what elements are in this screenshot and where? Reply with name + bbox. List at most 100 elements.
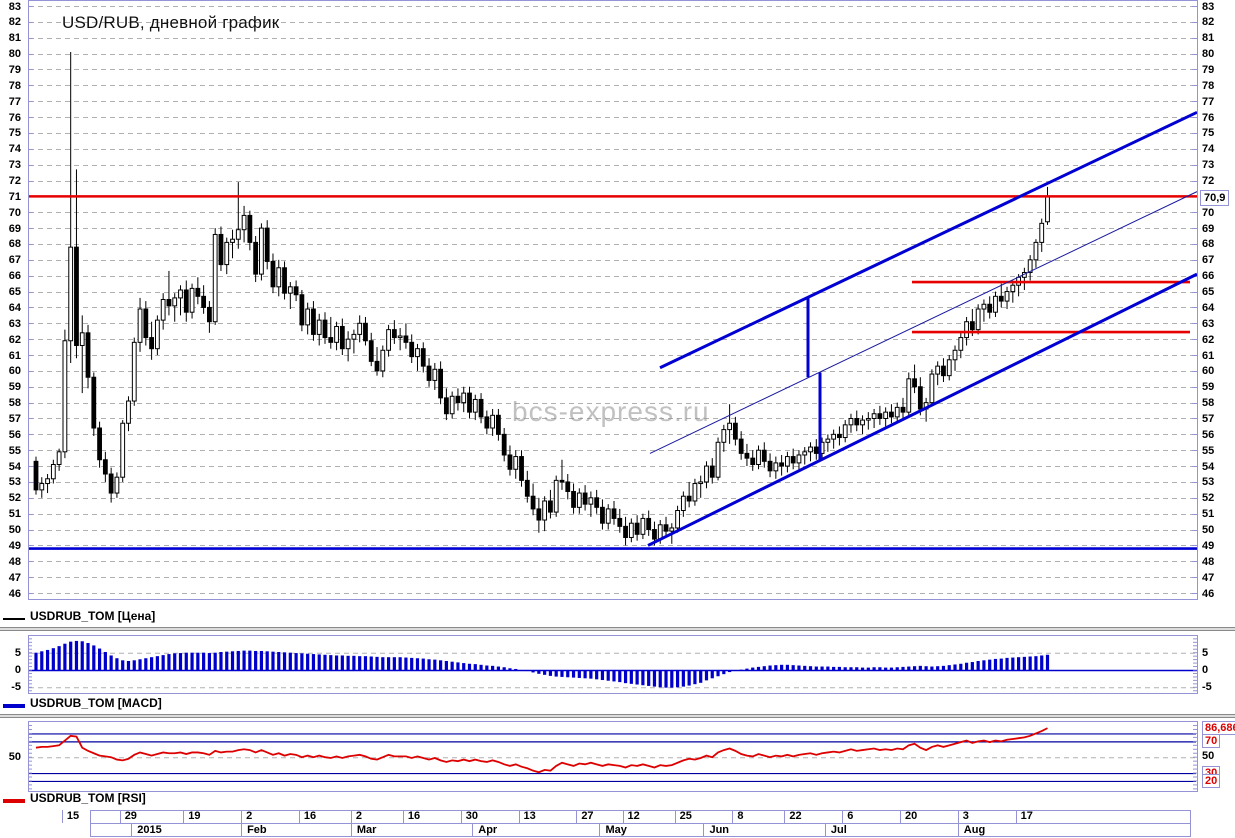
candle xyxy=(860,419,865,426)
candle xyxy=(172,297,178,307)
panel-splitter[interactable] xyxy=(0,627,1235,631)
price-line-swatch-icon xyxy=(3,618,25,620)
macd-bar xyxy=(537,670,541,674)
macd-bar xyxy=(282,652,287,670)
price-axis-label-left: 72 xyxy=(8,175,21,187)
macd-bar xyxy=(843,667,847,670)
price-axis-label-left: 78 xyxy=(8,79,21,92)
candle xyxy=(854,417,860,426)
candle xyxy=(975,308,981,331)
price-axis-label-left: 70 xyxy=(8,206,21,219)
candle xyxy=(143,308,149,339)
candle xyxy=(848,417,854,426)
price-axis-label-right: 58 xyxy=(1202,397,1215,410)
price-axis-label-left: 75 xyxy=(8,127,21,140)
candle xyxy=(131,341,137,402)
macd-bar xyxy=(606,670,610,681)
candle xyxy=(553,479,559,513)
macd-bar xyxy=(687,670,691,686)
candle xyxy=(964,321,969,339)
month-tick-label: Apr xyxy=(478,824,498,836)
candle xyxy=(276,267,282,288)
candle xyxy=(802,451,808,456)
macd-bar xyxy=(230,651,235,670)
macd-bar xyxy=(583,670,587,679)
candle xyxy=(299,294,305,326)
candle xyxy=(917,386,923,410)
price-axis-label-right: 59 xyxy=(1202,381,1215,394)
price-axis-label-left: 53 xyxy=(8,476,21,489)
candle xyxy=(548,500,553,513)
macd-bar xyxy=(722,670,726,675)
price-axis-label-left: 71 xyxy=(8,190,21,203)
macd-bar xyxy=(92,645,96,670)
candle xyxy=(634,522,640,535)
macd-bar xyxy=(988,659,992,670)
macd-bar xyxy=(681,670,685,687)
macd-bar xyxy=(196,652,200,670)
candle xyxy=(33,460,39,491)
macd-bar xyxy=(219,652,223,670)
candle xyxy=(345,338,351,350)
candle xyxy=(224,241,230,266)
candle xyxy=(842,424,848,439)
month-tick-label: Jun xyxy=(709,824,730,836)
candle xyxy=(1039,222,1045,243)
candle xyxy=(981,303,987,310)
macd-bar xyxy=(138,659,142,670)
price-axis-label-right: 48 xyxy=(1202,555,1215,568)
price-axis-label-left: 63 xyxy=(8,317,21,330)
macd-bar xyxy=(658,670,662,688)
candle xyxy=(1033,241,1039,261)
candle xyxy=(883,411,889,419)
price-axis-label-left: 64 xyxy=(8,301,21,314)
candle xyxy=(490,414,496,429)
macd-bar xyxy=(1034,656,1038,670)
price-axis-label-right: 76 xyxy=(1202,111,1215,124)
macd-bar xyxy=(832,666,836,670)
candle xyxy=(287,286,293,294)
candle xyxy=(438,368,444,399)
macd-bar xyxy=(785,664,789,670)
price-panel-border xyxy=(28,0,1198,600)
candle xyxy=(796,454,802,464)
candle xyxy=(154,319,160,350)
price-axis-label-right: 74 xyxy=(1202,143,1215,156)
candle xyxy=(39,483,45,491)
price-axis-label-right: 79 xyxy=(1202,63,1215,76)
price-axis-label-left: 83 xyxy=(8,0,21,13)
macd-bar xyxy=(381,657,385,670)
candle xyxy=(600,506,605,524)
macd-bar xyxy=(300,653,304,670)
macd-bar xyxy=(901,666,905,670)
macd-bar xyxy=(808,666,813,670)
panel-splitter[interactable] xyxy=(0,714,1235,718)
price-axis-label-left: 82 xyxy=(8,16,21,29)
macd-bar xyxy=(392,657,396,670)
price-axis-label-left: 48 xyxy=(8,555,21,568)
candle xyxy=(45,478,50,485)
candle xyxy=(998,295,1004,302)
candle xyxy=(704,465,709,483)
macd-bar xyxy=(207,653,211,670)
macd-bar xyxy=(878,667,882,670)
macd-bar xyxy=(74,640,79,670)
macd-bar xyxy=(814,666,818,670)
day-tick-label: 30 xyxy=(465,810,478,822)
macd-bar xyxy=(884,667,888,670)
macd-bar xyxy=(912,666,917,670)
price-axis-label-left: 73 xyxy=(8,159,21,172)
macd-bar xyxy=(265,651,269,670)
macd-bar xyxy=(930,666,934,670)
macd-bar xyxy=(178,653,183,670)
price-axis-label-right: 52 xyxy=(1202,492,1215,505)
price-axis-label-right: 47 xyxy=(1202,571,1215,584)
macd-bar xyxy=(271,651,275,670)
macd-bar xyxy=(947,665,951,670)
candle xyxy=(79,332,85,347)
candle xyxy=(657,524,663,540)
date-row-months-border xyxy=(90,823,1191,837)
day-tick-label: 2 xyxy=(355,810,363,822)
price-axis-label-left: 81 xyxy=(8,32,21,45)
